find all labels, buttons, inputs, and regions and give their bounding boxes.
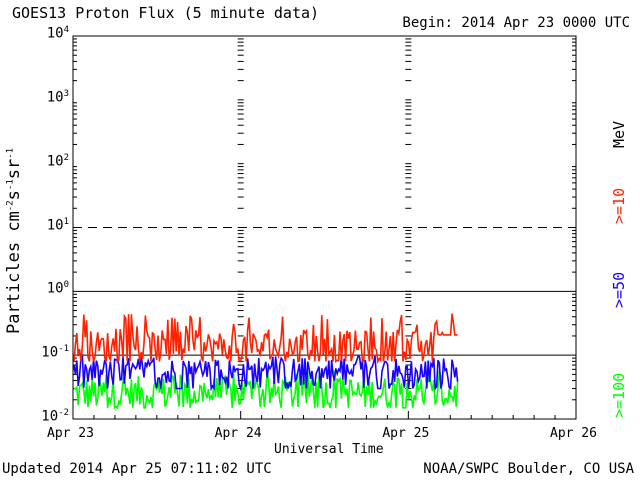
begin-time: Begin: 2014 Apr 23 0000 UTC xyxy=(402,15,630,31)
legend-gt10: >=10 xyxy=(610,187,628,224)
legend-gt50: >=50 xyxy=(610,271,628,308)
y-tick-label: 100 xyxy=(46,280,69,297)
y-tick-label: 101 xyxy=(46,216,69,234)
y-tick-label: 10-1 xyxy=(41,344,69,361)
x-tick-label: Apr 26 xyxy=(550,426,597,441)
y-tick-label: 103 xyxy=(46,88,69,106)
plot-grid xyxy=(72,38,577,420)
y-tick-label: 102 xyxy=(46,152,69,170)
units-label: MeV xyxy=(610,120,628,148)
series-line xyxy=(73,313,458,365)
legend-gt100: >=100 xyxy=(610,372,628,418)
y-axis-label: Particles cm-2s-1sr-1 xyxy=(4,147,24,334)
y-tick-label: 10-2 xyxy=(41,408,69,425)
x-tick-label: Apr 25 xyxy=(382,426,430,441)
credit-text: NOAA/SWPC Boulder, CO USA xyxy=(423,461,634,477)
chart-title: GOES13 Proton Flux (5 minute data) xyxy=(12,4,320,22)
x-tick-label: Apr 23 xyxy=(47,426,94,441)
x-axis-label: Universal Time xyxy=(274,442,384,457)
series-line xyxy=(73,369,459,410)
plot-series xyxy=(73,313,459,410)
plot-frame xyxy=(72,35,577,420)
y-tick-label: 104 xyxy=(46,25,69,42)
updated-timestamp: Updated 2014 Apr 25 07:11:02 UTC xyxy=(2,461,272,477)
series-line xyxy=(73,353,459,392)
x-tick-label: Apr 24 xyxy=(214,426,262,441)
